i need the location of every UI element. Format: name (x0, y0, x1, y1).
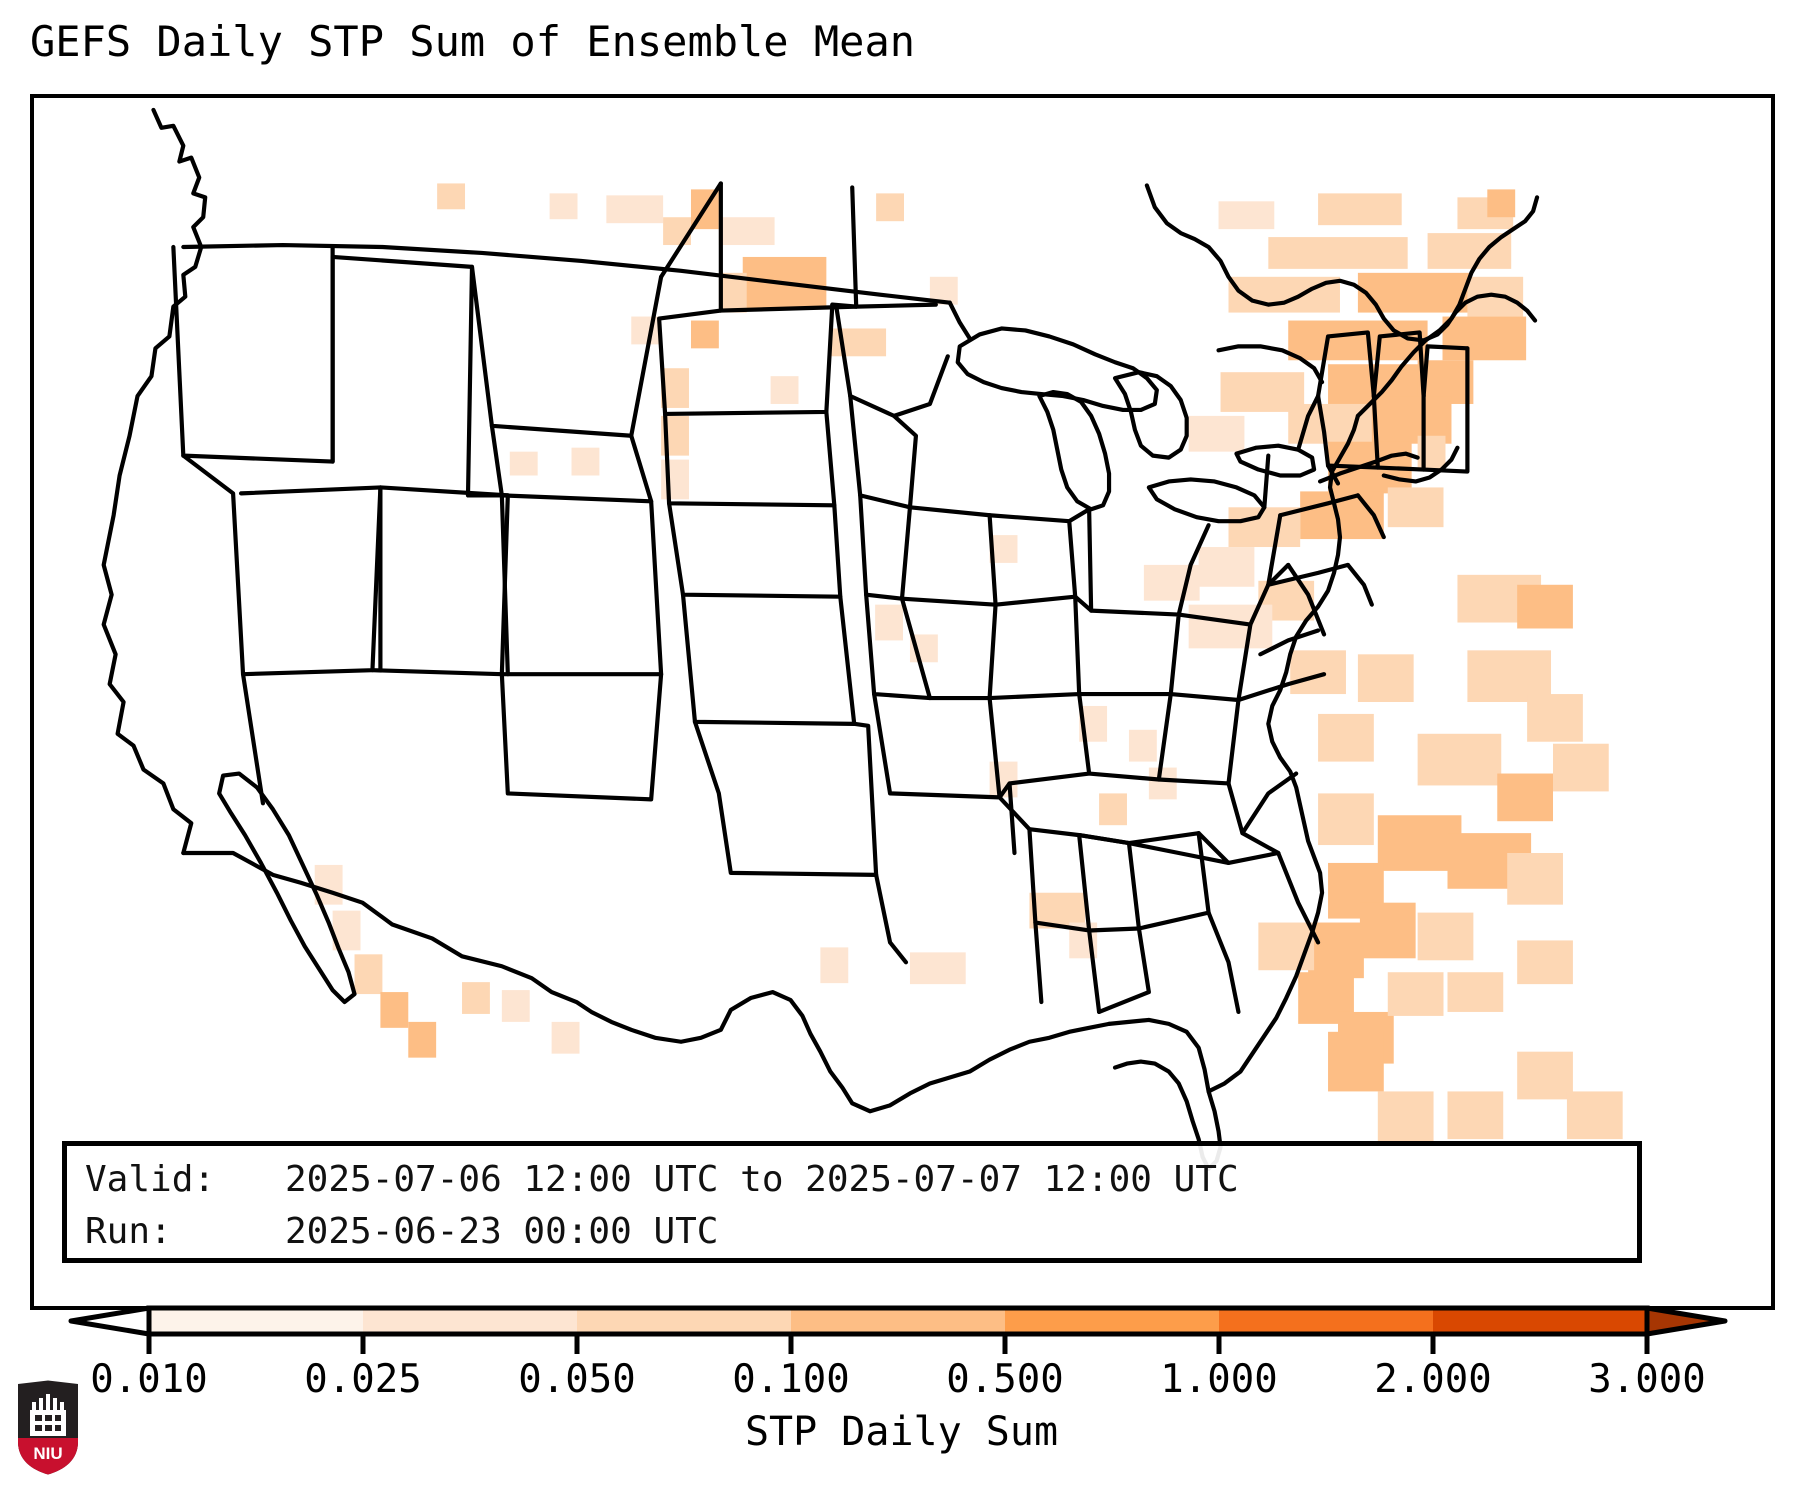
run-value: 2025-06-23 00:00 UTC (285, 1211, 719, 1252)
colorbar-tick-labels: 0.010 0.025 0.050 0.100 0.500 1.000 2.000 3.000 (0, 1358, 1803, 1408)
niu-red-band (18, 1438, 78, 1475)
colorbar[interactable] (0, 1300, 1803, 1360)
forecast-info-box: Valid: 2025-07-06 12:00 UTC to 2025-07-0… (62, 1141, 1642, 1263)
run-time-line: Run: 2025-06-23 00:00 UTC (85, 1206, 1637, 1258)
colorbar-tick-label: 0.025 (304, 1357, 422, 1402)
colorbar-tick-label: 2.000 (1374, 1357, 1492, 1402)
niu-castle-windows (35, 1415, 61, 1431)
colorbar-axis-label: STP Daily Sum (744, 1409, 1059, 1455)
colorbar-tick-label: 0.050 (518, 1357, 636, 1402)
niu-logo-text: NIU (33, 1444, 62, 1463)
geography-outlines (101, 107, 1540, 1171)
map-panel[interactable] (30, 94, 1775, 1310)
colorbar-tick-label: 1.000 (1160, 1357, 1278, 1402)
page-title: GEFS Daily STP Sum of Ensemble Mean (30, 17, 916, 66)
map-canvas (34, 98, 1771, 1306)
colorbar-tick-label: 0.010 (90, 1357, 208, 1402)
valid-time-line: Valid: 2025-07-06 12:00 UTC to 2025-07-0… (85, 1154, 1637, 1206)
colorbar-tick-label: 3.000 (1588, 1357, 1706, 1402)
valid-value: 2025-07-06 12:00 UTC to 2025-07-07 12:00… (285, 1159, 1239, 1200)
run-label: Run: (85, 1211, 172, 1252)
niu-logo: NIU (18, 1380, 78, 1475)
colorbar-swatches (68, 1305, 1728, 1354)
colorbar-tick-label: 0.500 (946, 1357, 1064, 1402)
colorbar-tick-label: 0.100 (732, 1357, 850, 1402)
valid-label: Valid: (85, 1159, 216, 1200)
niu-castle-icon (30, 1394, 66, 1436)
